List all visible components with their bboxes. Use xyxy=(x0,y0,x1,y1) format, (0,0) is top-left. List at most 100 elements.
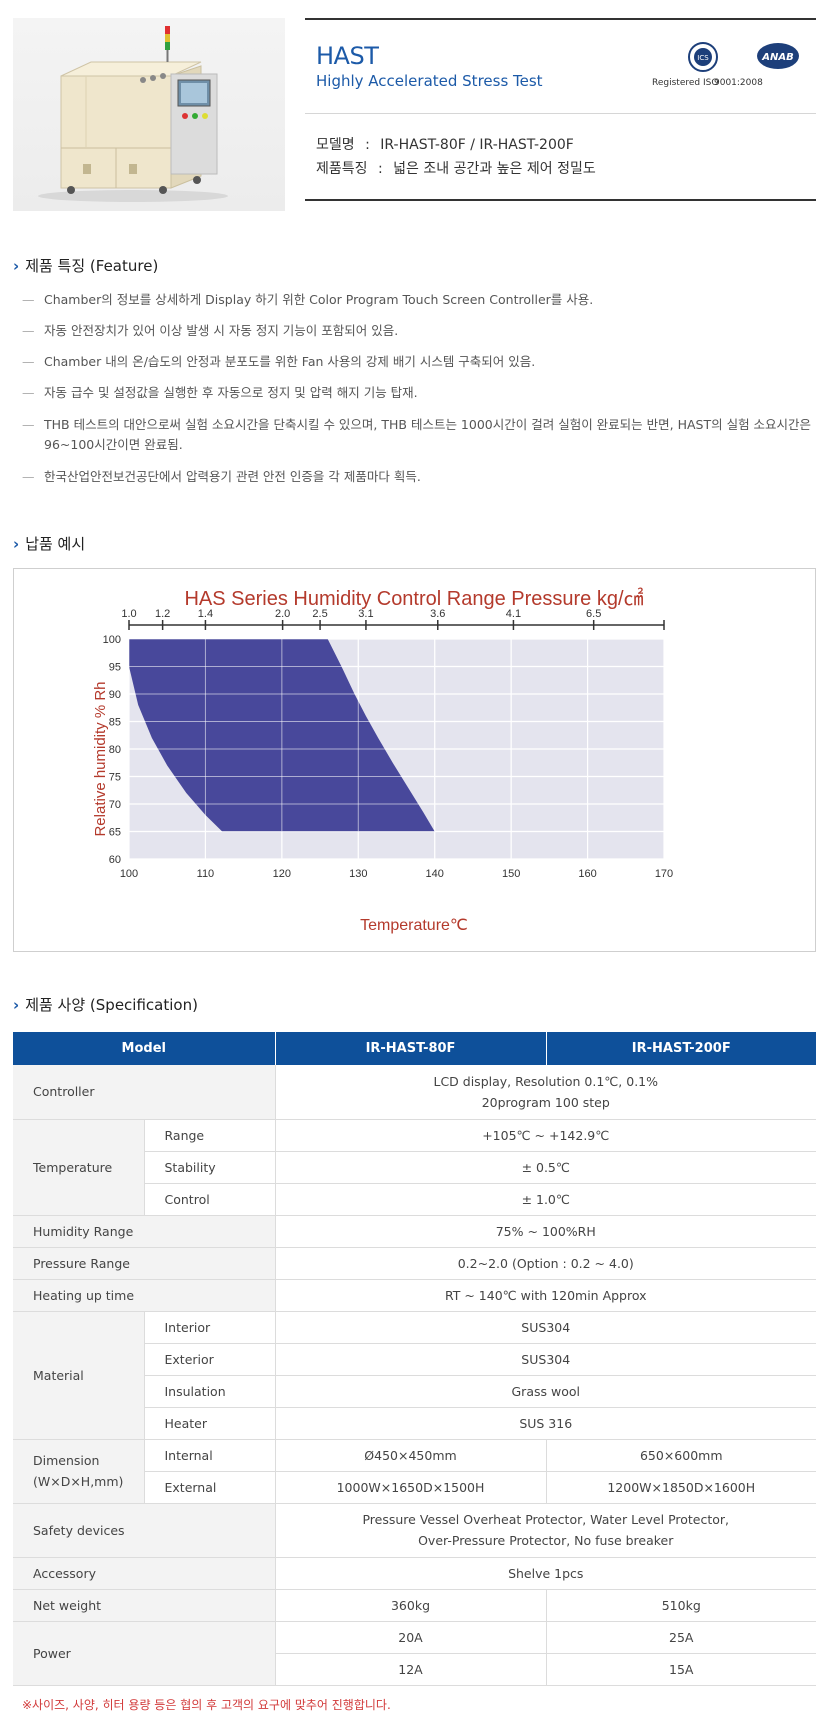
model-label: 모델명 xyxy=(316,137,355,153)
power-80f-b: 12A xyxy=(274,1653,546,1686)
humidity-value: 75% ~ 100%RH xyxy=(274,1215,816,1248)
feature-text: 자동 안전장치가 있어 이상 발생 시 자동 정지 기능이 포함되어 있음. xyxy=(44,323,399,338)
range-value: +105℃ ~ +142.9℃ xyxy=(274,1119,816,1152)
pressure-tick-label: 6.5 xyxy=(586,608,601,620)
table-row: External 1000W×1650D×1500H 1200W×1850D×1… xyxy=(13,1471,816,1504)
safety-label: Safety devices xyxy=(13,1503,275,1558)
accessory-label: Accessory xyxy=(13,1557,275,1590)
pressure-label: Pressure Range xyxy=(13,1247,275,1280)
table-row: Safety devices Pressure Vessel Overheat … xyxy=(13,1503,816,1558)
power-80f-a: 20A xyxy=(274,1621,546,1654)
dash-icon: — xyxy=(22,417,35,432)
x-tick-label: 110 xyxy=(197,868,215,880)
humidity-chart: HAS Series Humidity Control Range Pressu… xyxy=(13,568,816,952)
heating-value: RT ~ 140℃ with 120min Approx xyxy=(274,1279,816,1312)
y-tick-label: 60 xyxy=(109,854,121,866)
y-tick-label: 95 xyxy=(109,662,121,674)
x-tick-label: 150 xyxy=(502,868,520,880)
model-value: IR-HAST-80F / IR-HAST-200F xyxy=(380,137,574,153)
insulation-label: Insulation xyxy=(143,1375,275,1408)
x-tick-label: 100 xyxy=(120,868,138,880)
humidity-label: Humidity Range xyxy=(13,1215,275,1248)
stability-value: ± 0.5℃ xyxy=(274,1151,816,1184)
pressure-tick-label: 4.1 xyxy=(506,608,521,620)
pressure-tick-label: 3.6 xyxy=(430,608,445,620)
table-row: Heating up time RT ~ 140℃ with 120min Ap… xyxy=(13,1279,816,1312)
chart-canvas: HAS Series Humidity Control Range Pressu… xyxy=(92,586,673,934)
feature-text: Chamber 내의 온/습도의 안정과 분포도를 위한 Fan 사용의 강제 … xyxy=(44,354,536,369)
controller-line1: LCD display, Resolution 0.1℃, 0.1% xyxy=(433,1073,659,1089)
pressure-tick-label: 1.2 xyxy=(155,608,170,620)
safety-line2: Over-Pressure Protector, No fuse breaker xyxy=(418,1533,674,1548)
table-row: Material Interior SUS304 xyxy=(13,1311,816,1440)
feature-colon: : xyxy=(377,161,383,177)
table-row: Power 20A 25A xyxy=(13,1621,816,1686)
x-tick-label: 130 xyxy=(349,868,367,880)
table-row: Stability ± 0.5℃ xyxy=(13,1151,816,1184)
iso-caption: Registered ISO xyxy=(652,78,719,88)
feature-text: 한국산업안전보건공단에서 압력용기 관련 안전 인증을 각 제품마다 획득. xyxy=(44,469,421,484)
safety-value: Pressure Vessel Overheat Protector, Wate… xyxy=(274,1503,816,1558)
table-row: Control ± 1.0℃ xyxy=(13,1183,816,1216)
product-title: HAST xyxy=(316,42,379,70)
internal-200f: 650×600mm xyxy=(545,1439,816,1472)
feature-row: 제품특징 : 넓은 조내 공간과 높은 제어 정밀도 xyxy=(316,158,596,178)
pressure-tick-label: 2.5 xyxy=(312,608,327,620)
external-200f: 1200W×1850D×1600H xyxy=(545,1471,816,1504)
table-row: Dimension (W×D×H,mm) Internal Ø450×450mm… xyxy=(13,1439,816,1504)
external-80f: 1000W×1650D×1500H xyxy=(274,1471,546,1504)
feature-section-title: › 제품 특징 (Feature) xyxy=(13,255,158,276)
pressure-tick-label: 1.0 xyxy=(121,608,136,620)
table-row: Net weight 360kg 510kg xyxy=(13,1589,816,1622)
weight-label: Net weight xyxy=(13,1589,275,1622)
table-row: Exterior SUS304 xyxy=(13,1343,816,1376)
x-tick-label: 160 xyxy=(578,868,596,880)
temperature-label: Temperature xyxy=(13,1119,144,1216)
feature-value: 넓은 조내 공간과 높은 제어 정밀도 xyxy=(393,161,596,177)
y-tick-label: 100 xyxy=(103,634,121,646)
model-row: 모델명 : IR-HAST-80F / IR-HAST-200F xyxy=(316,134,574,154)
header-divider xyxy=(305,113,816,114)
x-tick-label: 140 xyxy=(426,868,444,880)
x-tick-label: 120 xyxy=(273,868,291,880)
table-row: Humidity Range 75% ~ 100%RH xyxy=(13,1215,816,1248)
dash-icon: — xyxy=(22,292,35,307)
chart-title: HAS Series Humidity Control Range Pressu… xyxy=(184,586,643,610)
controller-value: LCD display, Resolution 0.1℃, 0.1% 20pro… xyxy=(274,1065,816,1120)
feature-label: 제품특징 xyxy=(316,161,368,177)
table-row: Pressure Range 0.2~2.0 (Option : 0.2 ~ 4… xyxy=(13,1247,816,1280)
table-row: Temperature Range +105℃ ~ +142.9℃ xyxy=(13,1119,816,1216)
y-tick-label: 65 xyxy=(109,827,121,839)
feature-item: — 자동 안전장치가 있어 이상 발생 시 자동 정지 기능이 포함되어 있음. xyxy=(22,321,812,341)
pressure-tick-label: 1.4 xyxy=(198,608,213,620)
chevron-right-icon: › xyxy=(13,257,20,275)
dimension-label-line1: Dimension xyxy=(33,1453,100,1468)
dash-icon: — xyxy=(22,354,35,369)
iso-badge-text: ICS xyxy=(697,54,709,62)
feature-item: — 한국산업안전보건공단에서 압력용기 관련 안전 인증을 각 제품마다 획득. xyxy=(22,467,812,487)
table-row: Accessory Shelve 1pcs xyxy=(13,1557,816,1590)
dash-icon: — xyxy=(22,469,35,484)
dimension-label: Dimension (W×D×H,mm) xyxy=(13,1439,144,1504)
control-label: Control xyxy=(143,1183,275,1216)
y-tick-label: 80 xyxy=(109,744,121,756)
chevron-right-icon: › xyxy=(13,996,20,1014)
y-tick-label: 85 xyxy=(109,717,121,729)
external-label: External xyxy=(143,1471,275,1504)
x-tick-label: 170 xyxy=(655,868,673,880)
controller-line2: 20program 100 step xyxy=(481,1094,610,1110)
interior-label: Interior xyxy=(143,1311,275,1344)
heating-label: Heating up time xyxy=(13,1279,275,1312)
anab-badge-text: ANAB xyxy=(761,52,793,63)
interior-value: SUS304 xyxy=(274,1311,816,1344)
table-header-row: Model IR-HAST-80F IR-HAST-200F xyxy=(13,1032,816,1065)
feature-item: — THB 테스트의 대안으로써 실험 소요시간을 단축시킬 수 있으며, THB… xyxy=(22,415,812,455)
spec-table: Model IR-HAST-80F IR-HAST-200F Controlle… xyxy=(13,1032,816,1686)
insulation-value: Grass wool xyxy=(274,1375,816,1408)
pressure-tick-label: 2.0 xyxy=(275,608,290,620)
chart-ylabel: Relative humidity % Rh xyxy=(92,681,109,836)
internal-label: Internal xyxy=(143,1439,275,1472)
chart-xlabel: Temperature℃ xyxy=(360,917,468,934)
footnote: ※사이즈, 사양, 히터 용량 등은 협의 후 고객의 요구에 맞추어 진행합니… xyxy=(22,1698,391,1712)
exterior-label: Exterior xyxy=(143,1343,275,1376)
